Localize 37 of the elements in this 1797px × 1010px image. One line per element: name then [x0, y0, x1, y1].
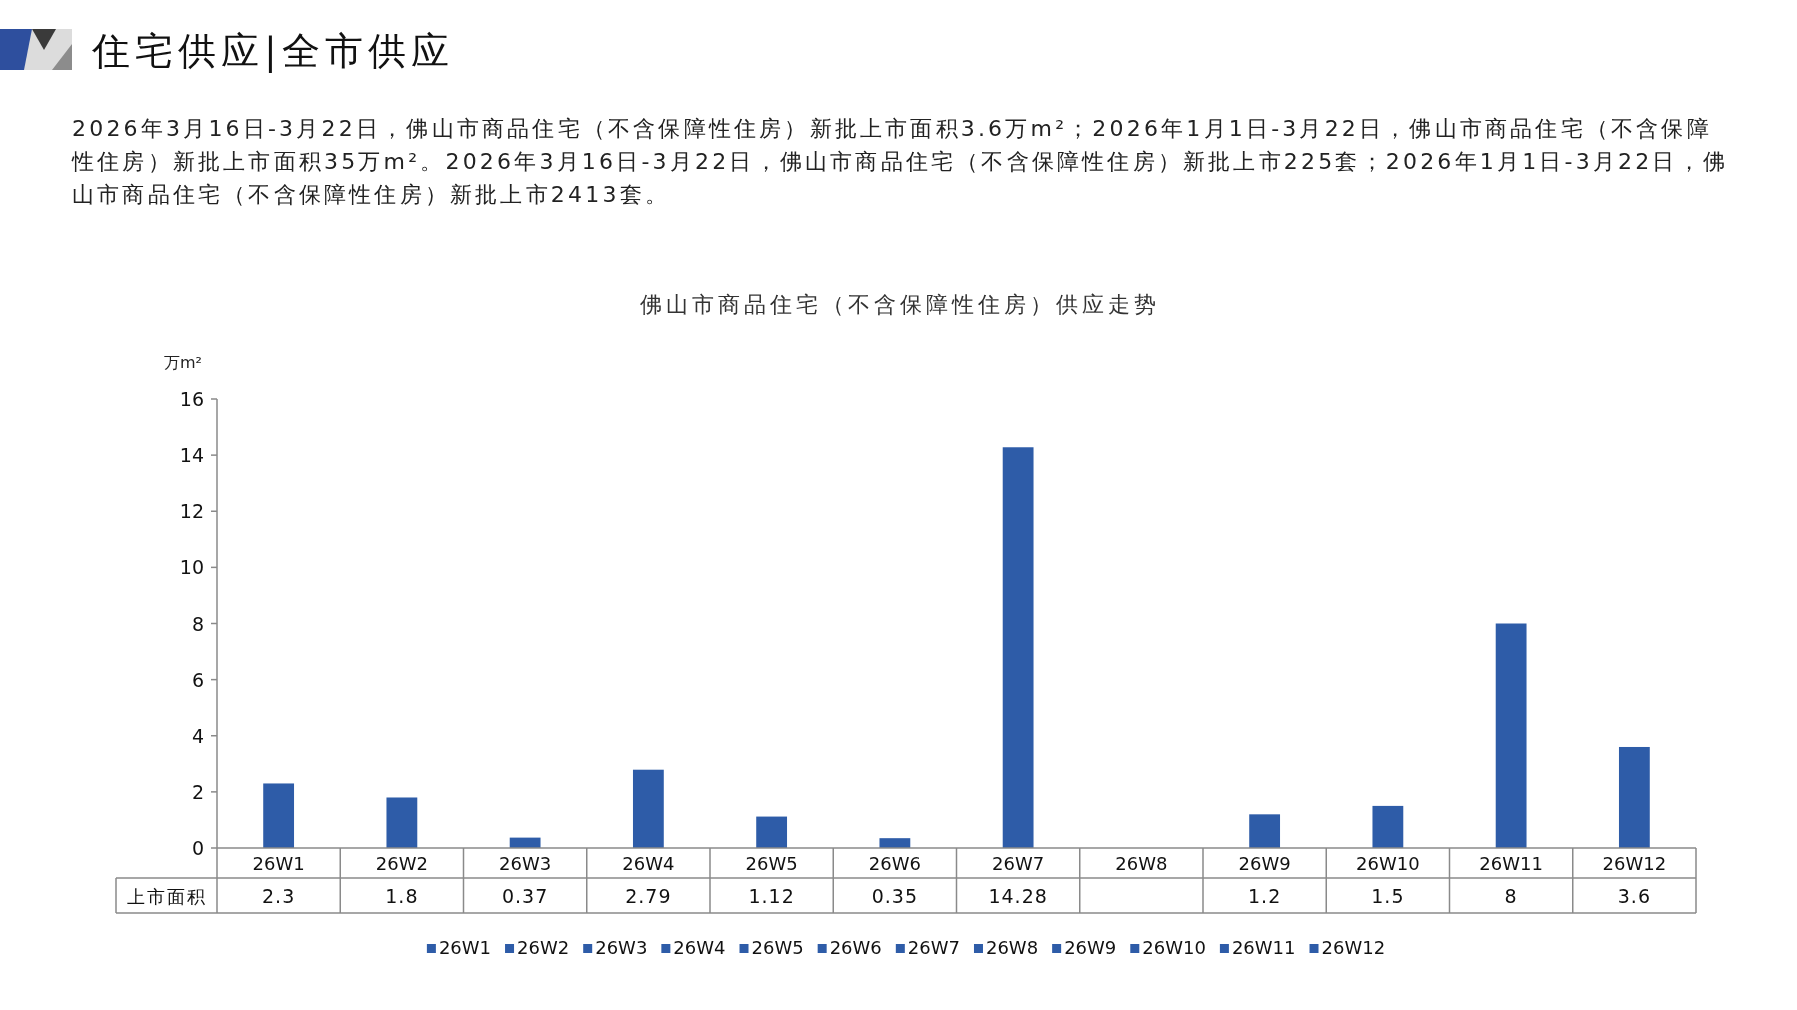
x-tick-label: 26W10 — [1356, 853, 1420, 874]
data-label: 1.5 — [1371, 885, 1405, 907]
data-label: 1.8 — [385, 885, 419, 907]
x-tick-label: 26W11 — [1479, 853, 1543, 874]
y-axis-title: 万m² — [164, 353, 202, 372]
x-tick-label: 26W5 — [745, 853, 798, 874]
data-label: 2.79 — [625, 885, 672, 907]
y-tick-label: 6 — [191, 668, 204, 691]
data-label: 3.6 — [1617, 885, 1651, 907]
x-tick-label: 26W8 — [1115, 853, 1168, 874]
y-tick-label: 10 — [179, 556, 204, 579]
chart-subtitle: 佛山市商品住宅（不含保障性住房）供应走势 — [640, 292, 1160, 317]
data-label: 2.3 — [262, 885, 296, 907]
data-label: 1.2 — [1248, 885, 1282, 907]
text: 上市面积 — [126, 886, 207, 907]
data-label: 0.37 — [501, 885, 549, 907]
data-label: 8 — [1504, 885, 1518, 907]
y-tick-label: 4 — [191, 724, 204, 747]
y-tick-label: 0 — [191, 837, 204, 859]
x-tick-label: 26W2 — [375, 853, 428, 874]
text: 2026年3月16日-3月22日，佛山市商品住宅（不含保障性住房）新批上市面积3.6万m²；2026年1月1日-3月22日，佛山市商品住宅（不含保障性住房）新批上市面积35万m²。2026年3月16日-3月22日，佛山市商品住宅（不含保障性住房）新批上市225套；2026年1月1日-3月22日，佛山市商品住宅（不含保障性住房）新批上市2413套。 — [72, 115, 1730, 209]
x-tick-label: 26W4 — [622, 853, 675, 874]
y-tick-label: 2 — [191, 780, 204, 803]
x-tick-label: 26W7 — [992, 853, 1045, 874]
data-label: 14.28 — [988, 885, 1048, 907]
data-label: 0.35 — [871, 885, 919, 907]
y-tick-label: 16 — [179, 388, 204, 410]
data-label: 1.12 — [748, 885, 795, 907]
x-tick-label: 26W12 — [1602, 853, 1667, 874]
x-tick-label: 26W6 — [868, 853, 921, 874]
chart-title: 住宅供应|全市供应 — [91, 29, 454, 73]
x-tick-label: 26W3 — [499, 853, 552, 874]
y-tick-label: 12 — [179, 500, 204, 523]
x-tick-label: 26W9 — [1238, 853, 1291, 874]
y-tick-label: 14 — [179, 444, 204, 467]
y-tick-label: 8 — [191, 612, 204, 635]
x-tick-label: 26W1 — [252, 853, 305, 874]
